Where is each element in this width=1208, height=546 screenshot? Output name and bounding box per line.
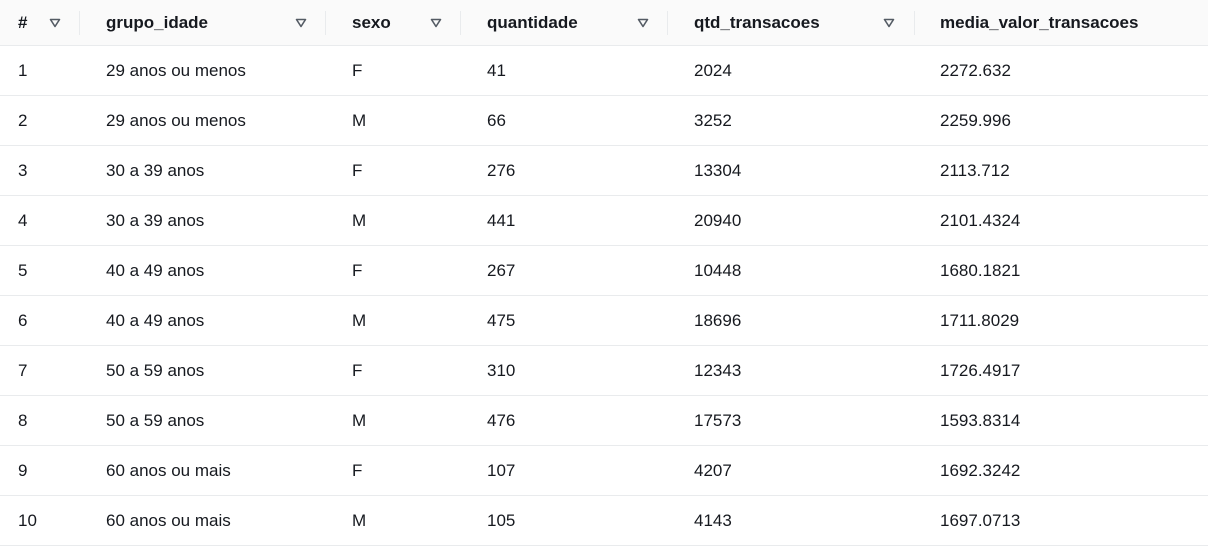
cell-quantidade: 66 [487, 110, 506, 130]
column-divider[interactable] [79, 11, 80, 35]
cell-quantidade: 441 [487, 210, 516, 230]
cell-qtd-transacoes: 2024 [694, 60, 732, 80]
sort-triangle-icon[interactable] [633, 0, 653, 46]
cell-qtd-transacoes: 4207 [694, 460, 732, 480]
column-header-qtd-transacoes[interactable]: qtd_transacoes [694, 12, 820, 32]
cell-qtd-transacoes: 3252 [694, 110, 732, 130]
cell-media-valor-transacoes: 2259.996 [940, 110, 1011, 130]
table-row: 8 50 a 59 anos M 476 17573 1593.8314 [0, 396, 1208, 446]
cell-grupo-idade: 40 a 49 anos [106, 310, 205, 330]
sort-triangle-icon[interactable] [45, 0, 65, 46]
cell-grupo-idade: 30 a 39 anos [106, 210, 205, 230]
cell-quantidade: 476 [487, 410, 516, 430]
cell-quantidade: 267 [487, 260, 516, 280]
cell-quantidade: 41 [487, 60, 506, 80]
cell-grupo-idade: 29 anos ou menos [106, 60, 246, 80]
cell-sexo: M [352, 510, 367, 530]
cell-row-number: 4 [18, 210, 28, 230]
cell-row-number: 10 [18, 510, 37, 530]
cell-qtd-transacoes: 18696 [694, 310, 742, 330]
table-row: 9 60 anos ou mais F 107 4207 1692.3242 [0, 446, 1208, 496]
column-divider[interactable] [325, 11, 326, 35]
cell-sexo: F [352, 60, 363, 80]
cell-row-number: 2 [18, 110, 28, 130]
cell-grupo-idade: 50 a 59 anos [106, 410, 205, 430]
cell-quantidade: 310 [487, 360, 516, 380]
table-row: 7 50 a 59 anos F 310 12343 1726.4917 [0, 346, 1208, 396]
sort-triangle-icon[interactable] [426, 0, 446, 46]
table-row: 3 30 a 39 anos F 276 13304 2113.712 [0, 146, 1208, 196]
cell-media-valor-transacoes: 2101.4324 [940, 210, 1021, 230]
cell-qtd-transacoes: 4143 [694, 510, 732, 530]
cell-sexo: F [352, 160, 363, 180]
cell-grupo-idade: 50 a 59 anos [106, 360, 205, 380]
cell-qtd-transacoes: 17573 [694, 410, 742, 430]
sort-triangle-icon[interactable] [291, 0, 311, 46]
table-header-row: # grupo_idade sexo quantidade qtd_transa… [0, 0, 1208, 46]
cell-qtd-transacoes: 13304 [694, 160, 742, 180]
cell-media-valor-transacoes: 1711.8029 [940, 310, 1020, 330]
table-row: 5 40 a 49 anos F 267 10448 1680.1821 [0, 246, 1208, 296]
cell-sexo: M [352, 110, 367, 130]
cell-grupo-idade: 40 a 49 anos [106, 260, 205, 280]
column-divider[interactable] [667, 11, 668, 35]
cell-media-valor-transacoes: 2113.712 [940, 160, 1010, 180]
cell-row-number: 7 [18, 360, 28, 380]
table-row: 2 29 anos ou menos M 66 3252 2259.996 [0, 96, 1208, 146]
column-header-grupo-idade[interactable]: grupo_idade [106, 12, 209, 32]
sort-triangle-icon[interactable] [879, 0, 899, 46]
cell-grupo-idade: 29 anos ou menos [106, 110, 246, 130]
cell-qtd-transacoes: 20940 [694, 210, 742, 230]
cell-sexo: F [352, 360, 363, 380]
cell-row-number: 9 [18, 460, 28, 480]
cell-quantidade: 475 [487, 310, 516, 330]
cell-quantidade: 107 [487, 460, 516, 480]
cell-media-valor-transacoes: 1697.0713 [940, 510, 1021, 530]
cell-media-valor-transacoes: 1726.4917 [940, 360, 1021, 380]
cell-sexo: F [352, 460, 363, 480]
cell-grupo-idade: 60 anos ou mais [106, 510, 231, 530]
cell-media-valor-transacoes: 1680.1821 [940, 260, 1021, 280]
cell-quantidade: 276 [487, 160, 516, 180]
cell-row-number: 6 [18, 310, 28, 330]
cell-media-valor-transacoes: 2272.632 [940, 60, 1011, 80]
cell-row-number: 5 [18, 260, 28, 280]
cell-media-valor-transacoes: 1593.8314 [940, 410, 1021, 430]
cell-sexo: M [352, 410, 367, 430]
column-header-row-number[interactable]: # [18, 12, 28, 32]
cell-row-number: 3 [18, 160, 28, 180]
column-header-sexo[interactable]: sexo [352, 12, 391, 32]
table-row: 4 30 a 39 anos M 441 20940 2101.4324 [0, 196, 1208, 246]
cell-qtd-transacoes: 12343 [694, 360, 742, 380]
table-row: 6 40 a 49 anos M 475 18696 1711.8029 [0, 296, 1208, 346]
cell-row-number: 1 [18, 60, 28, 80]
cell-qtd-transacoes: 10448 [694, 260, 742, 280]
cell-sexo: M [352, 310, 367, 330]
cell-sexo: M [352, 210, 367, 230]
cell-quantidade: 105 [487, 510, 516, 530]
cell-media-valor-transacoes: 1692.3242 [940, 460, 1021, 480]
cell-grupo-idade: 30 a 39 anos [106, 160, 205, 180]
table-row: 1 29 anos ou menos F 41 2024 2272.632 [0, 46, 1208, 96]
column-header-quantidade[interactable]: quantidade [487, 12, 578, 32]
column-divider[interactable] [460, 11, 461, 35]
cell-row-number: 8 [18, 410, 28, 430]
table-row: 10 60 anos ou mais M 105 4143 1697.0713 [0, 496, 1208, 546]
cell-sexo: F [352, 260, 363, 280]
cell-grupo-idade: 60 anos ou mais [106, 460, 231, 480]
column-header-media-valor-transacoes[interactable]: media_valor_transacoes [940, 12, 1139, 32]
column-divider[interactable] [914, 11, 915, 35]
